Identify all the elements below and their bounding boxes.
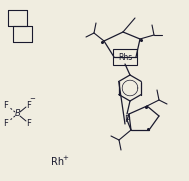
Text: F: F xyxy=(27,100,31,110)
Text: P: P xyxy=(124,115,130,125)
Text: −: − xyxy=(29,96,35,102)
Text: +: + xyxy=(62,155,68,161)
Text: F: F xyxy=(4,119,9,127)
Text: B: B xyxy=(15,110,21,119)
Text: Rh: Rh xyxy=(51,157,65,167)
Text: Rhs: Rhs xyxy=(118,53,132,62)
Text: F: F xyxy=(4,100,9,110)
FancyBboxPatch shape xyxy=(113,49,137,65)
Text: F: F xyxy=(27,119,31,127)
